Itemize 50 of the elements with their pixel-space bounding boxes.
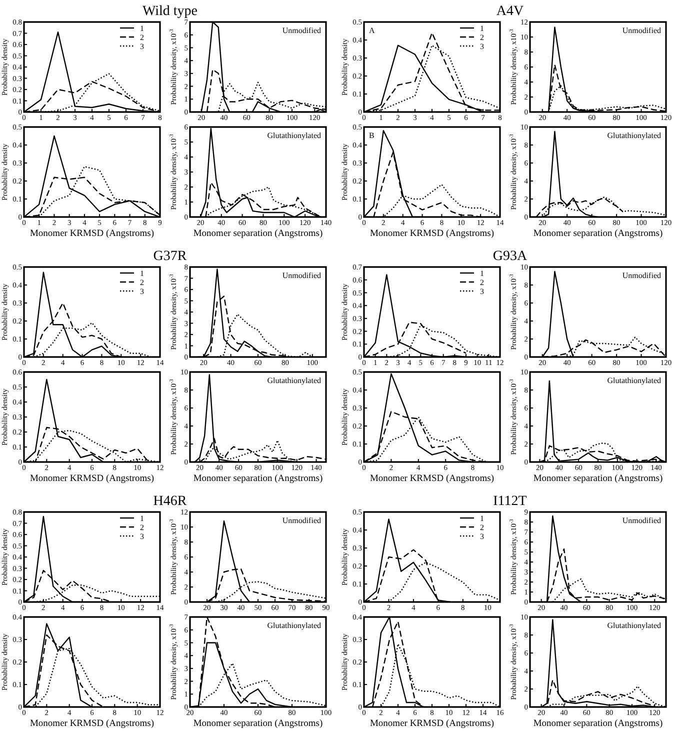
legend-label: 3 <box>480 532 484 541</box>
annotation: A <box>369 26 375 35</box>
x-axis-title: Monomer KRMSD (Angstroms) <box>370 229 494 239</box>
legend-label: 2 <box>140 33 144 42</box>
legend-label: 3 <box>140 532 144 541</box>
legend-label: 3 <box>480 42 484 51</box>
legend-label: 2 <box>140 278 144 287</box>
legend-label: 1 <box>480 24 484 33</box>
x-axis-title: Monomer separation (Angstroms) <box>533 719 663 729</box>
annotation: Unmodified <box>282 26 321 35</box>
legend-label: 2 <box>140 523 144 532</box>
legend-label: 1 <box>140 269 144 278</box>
annotation: Glutathionylated <box>607 131 661 140</box>
annotation: Unmodified <box>622 26 661 35</box>
legend-label: 1 <box>140 514 144 523</box>
x-axis-title: Monomer KRMSD (Angstroms) <box>30 719 154 729</box>
x-axis-title: Monomer KRMSD (Angstroms) <box>30 229 154 239</box>
x-axis-title: Monomer separation (Angstroms) <box>533 474 663 484</box>
legend-label: 1 <box>140 24 144 33</box>
annotation: Glutathionylated <box>607 621 661 630</box>
legend-label: 2 <box>480 33 484 42</box>
chart-title: H46R <box>153 494 188 509</box>
legend-label: 3 <box>140 287 144 296</box>
x-axis-title: Monomer KRMSD (Angstroms) <box>370 719 494 729</box>
annotation: Unmodified <box>282 516 321 525</box>
legend-label: 1 <box>480 514 484 523</box>
annotation: Unmodified <box>622 516 661 525</box>
x-axis-title: Monomer separation (Angstroms) <box>193 474 323 484</box>
legend-label: 1 <box>480 269 484 278</box>
annotation: Unmodified <box>282 271 321 280</box>
chart-title: G37R <box>153 249 188 264</box>
x-axis-title: Monomer KRMSD (Angstroms) <box>30 474 154 484</box>
x-axis-title: Monomer separation (Angstroms) <box>193 229 323 239</box>
legend-label: 3 <box>480 287 484 296</box>
x-axis-title: Monomer separation (Angstroms) <box>193 719 323 729</box>
x-axis-title: Monomer KRMSD (Angstroms) <box>370 474 494 484</box>
annotation: Glutathionylated <box>267 376 321 385</box>
chart-title: I112T <box>493 494 528 509</box>
legend-label: 2 <box>480 523 484 532</box>
chart-title: Wild type <box>142 4 198 19</box>
legend-label: 3 <box>140 42 144 51</box>
annotation: B <box>369 131 374 140</box>
x-axis-title: Monomer separation (Angstroms) <box>533 229 663 239</box>
annotation: Glutathionylated <box>267 621 321 630</box>
annotation: Unmodified <box>622 271 661 280</box>
annotation: Glutathionylated <box>267 131 321 140</box>
chart-title: A4V <box>496 4 524 19</box>
chart-title: G93A <box>492 249 528 264</box>
legend-label: 2 <box>480 278 484 287</box>
annotation: Glutathionylated <box>607 376 661 385</box>
